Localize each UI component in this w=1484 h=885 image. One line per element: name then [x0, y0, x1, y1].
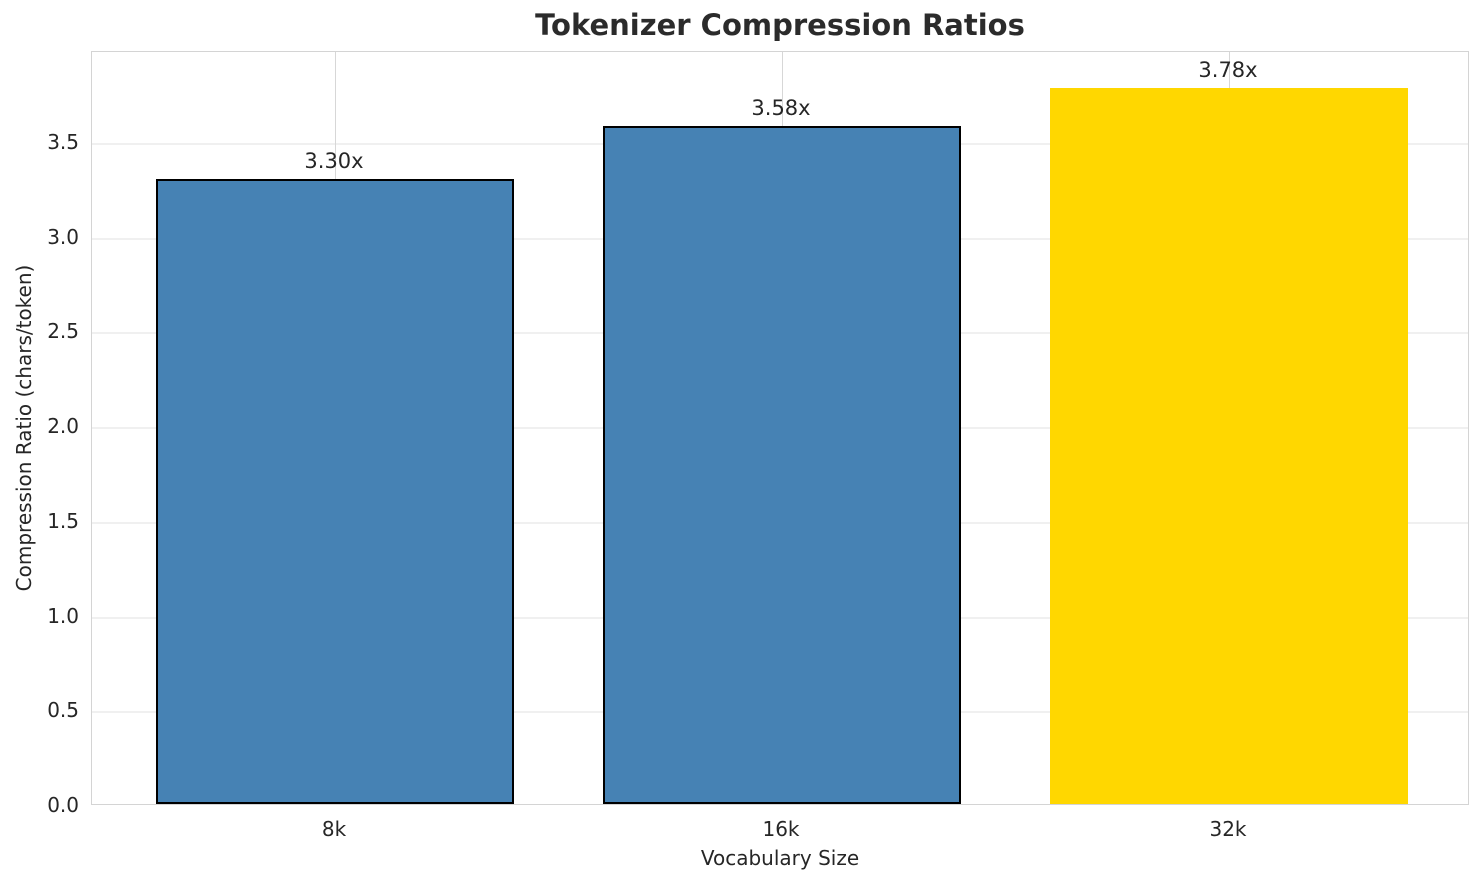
bar-value-label: 3.30x: [304, 148, 364, 173]
chart-title: Tokenizer Compression Ratios: [535, 8, 1025, 42]
y-tick-label: 2.5: [47, 319, 79, 344]
y-tick-label: 3.0: [47, 224, 79, 249]
bar: [156, 178, 514, 804]
plot-area: [91, 51, 1469, 805]
x-tick-label: 8k: [321, 817, 347, 841]
y-tick-label: 0.0: [47, 793, 79, 817]
y-tick-label: 3.5: [47, 129, 79, 154]
bar-value-label: 3.58x: [751, 95, 811, 120]
x-tick-label: 16k: [762, 817, 800, 841]
bar: [1050, 87, 1408, 804]
y-tick-label: 2.0: [47, 414, 79, 439]
x-axis-label: Vocabulary Size: [700, 846, 860, 870]
x-tick-label: 32k: [1209, 817, 1247, 841]
y-tick-label: 0.5: [47, 698, 79, 723]
bar-value-label: 3.78x: [1198, 57, 1258, 82]
y-tick-label: 1.0: [47, 603, 79, 628]
y-tick-label: 1.5: [47, 508, 79, 533]
bar: [603, 125, 961, 804]
